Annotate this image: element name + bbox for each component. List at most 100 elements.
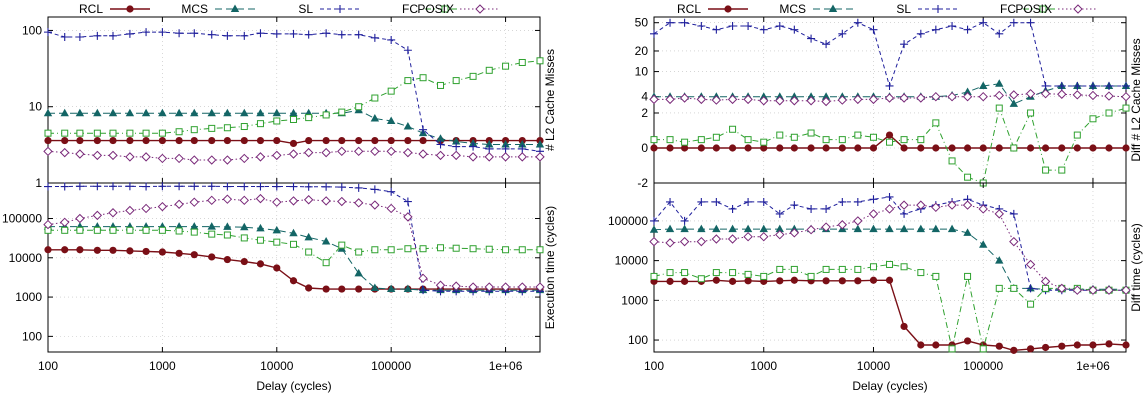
posix-point xyxy=(108,208,118,218)
posix-point xyxy=(222,194,233,204)
posix-point xyxy=(321,147,331,158)
fc-point xyxy=(948,157,956,165)
mcs-point xyxy=(806,92,816,100)
mcs-point xyxy=(190,222,199,230)
fc-point xyxy=(1010,284,1018,292)
sl-point xyxy=(697,21,706,30)
mcs-point xyxy=(207,108,216,117)
sl-point xyxy=(240,182,249,191)
posix-point xyxy=(435,280,446,290)
legend-label: RCL xyxy=(79,2,103,16)
posix-point xyxy=(821,222,831,232)
fc-point xyxy=(729,269,737,277)
posix-point xyxy=(1121,285,1131,295)
sl-point xyxy=(838,197,847,206)
sl-point xyxy=(175,29,184,38)
legend-item-sl: SL xyxy=(896,2,958,16)
rcl-point xyxy=(355,285,363,293)
rcl-point xyxy=(61,246,69,254)
posix-point xyxy=(174,199,184,209)
sl-point xyxy=(1026,18,1035,27)
rcl-point xyxy=(1073,341,1081,349)
fc-point xyxy=(485,245,493,253)
fc-point xyxy=(712,269,720,277)
legend-item-rcl: RCL xyxy=(677,2,748,16)
posix-point xyxy=(418,149,428,159)
rcl-point xyxy=(948,144,956,152)
sl-point xyxy=(190,29,199,38)
series-posix xyxy=(649,200,1131,295)
sl-point xyxy=(1026,284,1035,293)
posix-point xyxy=(535,282,545,292)
sl-point xyxy=(728,204,737,213)
rcl-point xyxy=(963,337,972,345)
posix-point xyxy=(868,94,879,105)
fc-point xyxy=(175,227,183,235)
sl-point xyxy=(885,81,894,90)
sl-point xyxy=(838,29,847,38)
sl-point xyxy=(728,21,737,30)
rcl-point xyxy=(650,144,658,152)
fc-point xyxy=(109,129,117,137)
fc-point xyxy=(1042,166,1050,174)
fc-point xyxy=(932,272,940,280)
rcl-point xyxy=(854,277,862,285)
rcl-point xyxy=(158,248,166,256)
legend-label: SL xyxy=(896,2,911,16)
fc-point xyxy=(681,269,689,277)
rcl-point xyxy=(289,277,298,285)
y-tick-label: 10 xyxy=(635,65,649,79)
posix-point xyxy=(500,152,511,162)
fc-point xyxy=(760,272,768,280)
rcl-point xyxy=(790,276,798,284)
rcl-point xyxy=(790,144,798,152)
plot-frame xyxy=(653,182,1127,353)
rcl-point xyxy=(338,285,346,293)
sl-point xyxy=(337,183,346,192)
fc-point xyxy=(760,138,768,146)
mcs-point xyxy=(289,108,298,117)
mcs-point xyxy=(321,236,331,245)
rcl-point xyxy=(158,136,166,145)
rcl-point xyxy=(822,277,830,285)
rcl-point xyxy=(1089,341,1097,349)
sl-point xyxy=(900,209,909,218)
posix-point xyxy=(370,200,380,210)
fc-point xyxy=(729,125,737,133)
fc-point xyxy=(650,136,658,144)
fc-point xyxy=(305,248,313,256)
fc-point xyxy=(142,226,150,234)
x-tick-label: 100000 xyxy=(371,359,411,373)
posix-point xyxy=(125,205,135,216)
fc-point xyxy=(61,226,69,234)
sl-point xyxy=(1073,81,1082,90)
posix-point xyxy=(837,95,848,105)
fc-point xyxy=(697,136,705,144)
sl-point xyxy=(387,187,396,196)
posix-point xyxy=(451,150,461,161)
rcl-point xyxy=(289,139,298,148)
mcs-point xyxy=(272,225,281,234)
posix-point xyxy=(92,150,103,161)
fc-point xyxy=(1122,104,1130,112)
sl-point xyxy=(1088,81,1097,90)
mcs-point xyxy=(256,223,265,232)
sl-point xyxy=(322,182,331,191)
series-sl xyxy=(650,18,1130,90)
posix-point xyxy=(1057,283,1067,294)
mcs-point xyxy=(141,108,151,117)
posix-point xyxy=(853,94,863,105)
sl-point xyxy=(697,197,706,206)
x-tick-label: 1e+06 xyxy=(1076,359,1110,373)
fc-point xyxy=(650,272,658,280)
posix-point xyxy=(255,193,266,204)
posix-point xyxy=(868,209,879,219)
sl-point xyxy=(60,182,69,191)
sl-point xyxy=(256,29,265,38)
posix-point xyxy=(272,150,282,161)
rcl-point xyxy=(854,144,862,152)
posix-point xyxy=(43,146,53,157)
sl-point xyxy=(93,182,102,191)
posix-point xyxy=(665,94,675,105)
posix-point xyxy=(157,153,168,164)
